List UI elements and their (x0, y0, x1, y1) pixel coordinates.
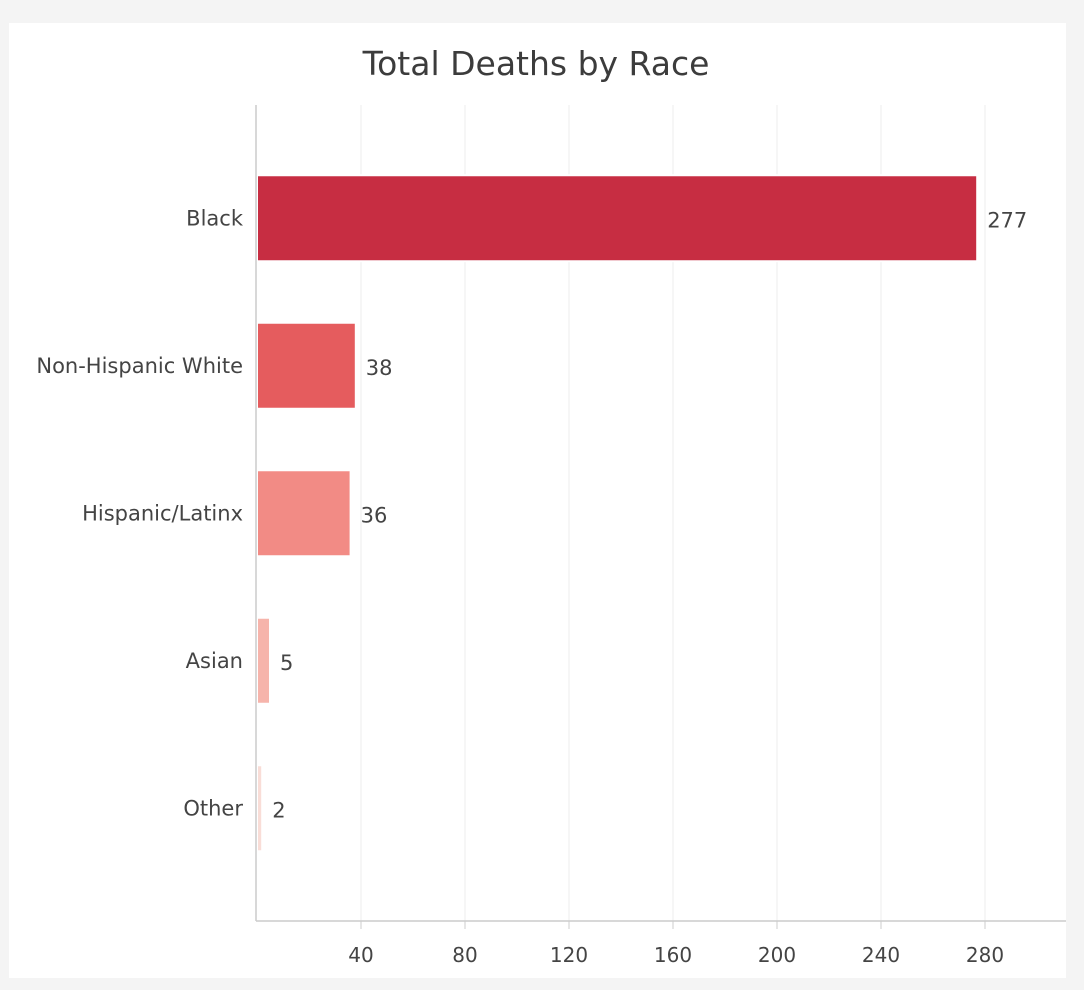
category-label-black: Black (186, 206, 244, 230)
value-label-hispanic-latinx: 36 (361, 503, 388, 527)
bar-asian (256, 616, 271, 705)
tick-label-40: 40 (348, 943, 373, 967)
tick-label-200: 200 (758, 943, 796, 967)
bars (256, 174, 979, 853)
tick-label-280: 280 (966, 943, 1004, 967)
tick-label-160: 160 (654, 943, 692, 967)
value-label-other: 2 (272, 798, 285, 822)
tick-label-80: 80 (452, 943, 477, 967)
bar-other (256, 764, 264, 853)
value-label-black: 277 (987, 208, 1027, 232)
chart-title: Total Deaths by Race (362, 44, 710, 83)
category-label-non-hispanic-white: Non-Hispanic White (36, 354, 243, 378)
bar-hispanic-latinx (256, 469, 352, 558)
value-labels: 277 38 36 5 2 (272, 208, 1027, 822)
tick-label-240: 240 (862, 943, 900, 967)
value-label-non-hispanic-white: 38 (366, 356, 393, 380)
category-label-hispanic-latinx: Hispanic/Latinx (82, 501, 243, 525)
tick-label-120: 120 (550, 943, 588, 967)
tick-labels: 40 80 120 160 200 240 280 (348, 943, 1004, 967)
value-label-asian: 5 (280, 651, 293, 675)
bar-non-hispanic-white (256, 321, 357, 410)
category-labels: Black Non-Hispanic White Hispanic/Latinx As… (36, 206, 243, 820)
category-label-other: Other (183, 796, 243, 820)
category-label-asian: Asian (186, 649, 243, 673)
axes (255, 105, 1066, 929)
bar-black (256, 174, 979, 263)
